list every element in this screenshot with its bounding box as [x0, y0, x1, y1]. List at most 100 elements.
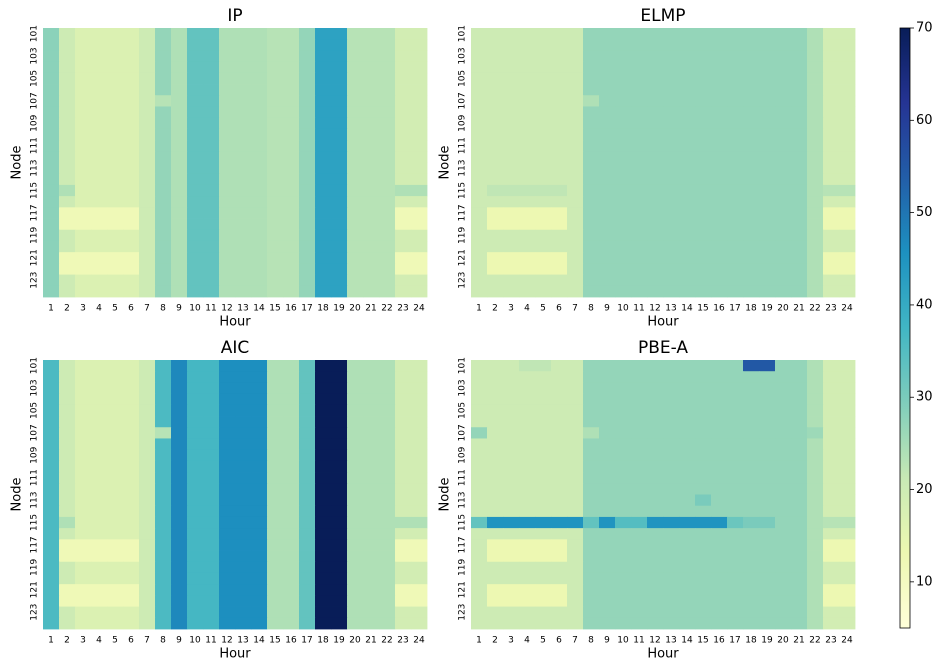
heatmap-cell — [251, 117, 268, 130]
heatmap-cell — [727, 382, 744, 395]
heatmap-cell — [487, 539, 504, 551]
heatmap-cell — [299, 50, 316, 63]
heatmap-cell — [727, 393, 744, 406]
heatmap-cell — [615, 393, 632, 406]
heatmap-cell — [219, 285, 236, 298]
heatmap-cell — [791, 173, 808, 186]
heatmap-cell — [471, 460, 488, 473]
heatmap-cell — [75, 438, 92, 451]
heatmap-cell — [471, 84, 488, 96]
heatmap-cell — [519, 427, 536, 439]
heatmap-cell — [471, 539, 488, 551]
heatmap-cell — [519, 95, 536, 107]
heatmap-cell — [59, 393, 76, 406]
heatmap-cell — [379, 106, 396, 119]
heatmap-cell — [487, 449, 504, 462]
heatmap-cell — [839, 285, 856, 298]
heatmap-cell — [727, 128, 744, 141]
heatmap-cell — [583, 173, 600, 186]
heatmap-cell — [695, 229, 712, 242]
heatmap-cell — [155, 106, 172, 119]
heatmap-cell — [583, 263, 600, 275]
heatmap-cell — [123, 128, 140, 141]
heatmap-cell — [43, 117, 60, 130]
heatmap-cell — [695, 117, 712, 130]
heatmap-cell — [251, 595, 268, 607]
heatmap-cell — [283, 438, 300, 451]
heatmap-cell — [331, 550, 348, 563]
heatmap-cell — [551, 285, 568, 298]
heatmap-cell — [567, 371, 584, 383]
heatmap-cell — [187, 128, 204, 141]
heatmap-cell — [631, 393, 648, 406]
heatmap-cell — [567, 162, 584, 175]
heatmap-cell — [235, 140, 252, 152]
heatmap-cell — [171, 539, 188, 551]
heatmap-cell — [599, 438, 616, 451]
heatmap-cell — [519, 196, 536, 208]
heatmap-cell — [235, 460, 252, 473]
heatmap-cell — [615, 584, 632, 596]
heatmap-cell — [759, 50, 776, 63]
heatmap-cell — [583, 505, 600, 518]
heatmap-cell — [679, 360, 696, 372]
x-tick-label: 22 — [809, 304, 820, 314]
heatmap-cell — [43, 218, 60, 231]
heatmap-cell — [283, 393, 300, 406]
heatmap-cell — [411, 360, 428, 372]
y-tick-label: 103 — [30, 47, 40, 64]
heatmap-cell — [679, 550, 696, 563]
heatmap-cell — [107, 72, 124, 85]
heatmap-cell — [235, 561, 252, 574]
heatmap-cell — [219, 218, 236, 231]
heatmap-cell — [91, 274, 108, 287]
heatmap-cell — [759, 416, 776, 428]
heatmap-cell — [283, 95, 300, 107]
heatmap-cell — [59, 617, 76, 630]
heatmap-cell — [583, 550, 600, 563]
heatmap-cell — [171, 173, 188, 186]
heatmap-cell — [679, 50, 696, 63]
heatmap-cell — [503, 516, 520, 529]
heatmap-cell — [663, 61, 680, 74]
heatmap-cell — [535, 404, 552, 417]
heatmap-cell — [203, 572, 220, 585]
heatmap-cell — [519, 528, 536, 540]
heatmap-cell — [503, 263, 520, 275]
heatmap-cell — [331, 184, 348, 197]
heatmap-cell — [219, 494, 236, 507]
heatmap-cell — [535, 460, 552, 473]
heatmap-cell — [91, 427, 108, 439]
heatmap-cell — [647, 84, 664, 96]
heatmap-cell — [411, 449, 428, 462]
heatmap-cell — [251, 483, 268, 495]
heatmap-cell — [727, 229, 744, 242]
y-tick-label: 121 — [458, 581, 468, 598]
heatmap-cell — [395, 252, 412, 264]
heatmap-cell — [363, 393, 380, 406]
x-tick-label: 2 — [64, 304, 70, 314]
heatmap-cell — [679, 472, 696, 484]
heatmap-cell — [411, 550, 428, 563]
heatmap-cell — [743, 550, 760, 563]
heatmap-cell — [203, 207, 220, 219]
heatmap-cell — [567, 449, 584, 462]
heatmap-cell — [91, 617, 108, 630]
heatmap-cell — [647, 274, 664, 287]
heatmap-cell — [219, 140, 236, 152]
heatmap-cell — [647, 151, 664, 163]
heatmap-cell — [235, 117, 252, 130]
y-tick-label: 101 — [30, 25, 40, 42]
heatmap-cell — [775, 393, 792, 406]
heatmap-cell — [503, 595, 520, 607]
heatmap-cell — [75, 173, 92, 186]
heatmap-cell — [647, 494, 664, 507]
heatmap-cell — [315, 427, 332, 439]
y-axis-label: Node — [10, 146, 25, 180]
heatmap-cell — [535, 539, 552, 551]
panel-title: AIC — [221, 338, 250, 358]
heatmap-cell — [267, 528, 284, 540]
heatmap-cell — [219, 416, 236, 428]
heatmap-cell — [679, 427, 696, 439]
heatmap-cell — [139, 240, 156, 253]
